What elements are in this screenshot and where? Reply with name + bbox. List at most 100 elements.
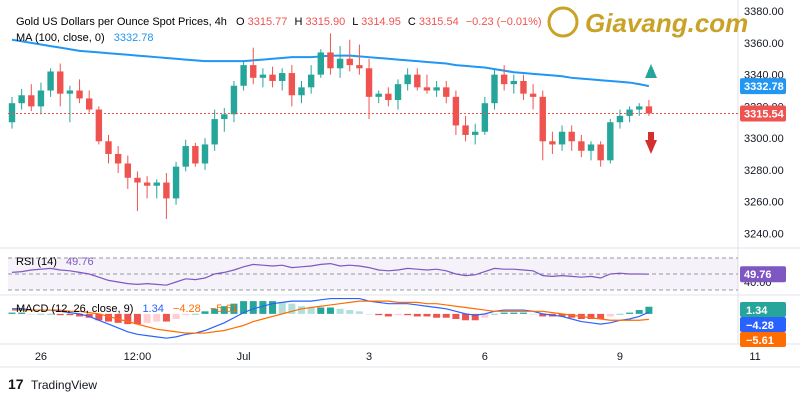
candle-body xyxy=(510,80,517,85)
macd-hist-bar xyxy=(8,312,16,314)
rsi-title: RSI (14) xyxy=(16,256,57,268)
candle-body xyxy=(336,58,344,69)
time-tick-label: Jul xyxy=(237,351,251,363)
grid xyxy=(0,0,800,368)
price-axis[interactable]: 3380.003360.003340.003320.003300.003280.… xyxy=(744,6,784,240)
candle-body xyxy=(192,146,199,164)
arrow-up-shaft-icon xyxy=(648,70,654,78)
candle-body xyxy=(404,74,411,85)
candle xyxy=(520,74,527,101)
rsi-series xyxy=(11,262,649,286)
macd-hist-bar xyxy=(307,307,315,314)
candle-body xyxy=(134,177,141,183)
time-tick-label: 3 xyxy=(366,351,372,363)
candle-body xyxy=(37,90,45,107)
macd-hist-bar xyxy=(182,313,190,316)
macd-hist-bar xyxy=(394,313,402,316)
candle-body xyxy=(259,74,267,78)
candle-body xyxy=(182,146,189,167)
macd-hist-bar xyxy=(491,313,498,315)
candle-body xyxy=(76,90,83,99)
macd-badge xyxy=(740,302,786,317)
candle-body xyxy=(307,74,315,88)
candle xyxy=(433,80,440,97)
macd-hist-bar xyxy=(635,310,643,314)
candle-body xyxy=(578,141,585,151)
candle xyxy=(182,139,189,172)
candle-body xyxy=(539,96,546,142)
time-axis[interactable]: 26 12:00 Jul 3 6 9 11 xyxy=(35,351,761,363)
candle xyxy=(163,173,170,220)
candle xyxy=(28,84,35,112)
ma-legend[interactable]: MA (100, close, 0) 3332.78 xyxy=(16,32,153,44)
footer-brand: TradingView xyxy=(31,378,97,392)
candle-body xyxy=(587,144,595,151)
candle-body xyxy=(500,74,508,85)
macd-hist-bar xyxy=(539,313,547,317)
ma-label: MA (100, close, 0) xyxy=(16,32,105,44)
candle xyxy=(443,80,450,104)
tradingview-logo-icon: 17 xyxy=(8,376,24,392)
candle-body xyxy=(520,80,527,94)
macd-hist-bar xyxy=(606,313,614,317)
last-price-badge xyxy=(740,105,786,122)
candle-body xyxy=(607,122,614,161)
candle xyxy=(500,65,508,91)
macd-hist-bar xyxy=(645,306,653,314)
candle xyxy=(8,96,16,129)
footer[interactable]: 17 TradingView xyxy=(8,376,97,392)
candle-body xyxy=(105,141,112,154)
candle xyxy=(491,68,498,110)
candle-body xyxy=(172,166,180,199)
candle-body xyxy=(114,153,122,164)
macd-hist-bar xyxy=(269,301,277,314)
candle-body xyxy=(443,87,450,97)
macd-hist-bar xyxy=(95,313,103,321)
candle-body xyxy=(66,90,74,94)
arrow-down-icon xyxy=(645,140,657,154)
macd-hist-bar xyxy=(375,313,383,316)
candle-body xyxy=(18,95,25,104)
macd-badge xyxy=(740,317,786,332)
rsi-value-badge xyxy=(740,266,786,283)
candle xyxy=(317,49,324,78)
candle-body xyxy=(452,96,460,126)
candle-body xyxy=(365,68,373,97)
rsi-value: 49.76 xyxy=(66,256,94,268)
macd-hist-bar xyxy=(172,313,180,319)
macd-badge-text: −4.28 xyxy=(746,320,774,332)
candle xyxy=(578,134,585,158)
price-tick-label: 3300.00 xyxy=(744,133,784,145)
candle xyxy=(86,90,93,113)
macd-hist-bar xyxy=(404,313,412,316)
close-label: C xyxy=(408,16,416,28)
candle xyxy=(114,146,122,174)
candle-body xyxy=(327,52,334,69)
candle-body xyxy=(472,131,479,135)
candle xyxy=(558,125,566,151)
rsi-legend[interactable]: RSI (14) 49.76 xyxy=(16,256,94,268)
macd-badge-text: −5.61 xyxy=(746,335,774,347)
candle-body xyxy=(385,93,392,101)
macd-hist-bar xyxy=(85,313,93,318)
candle xyxy=(472,123,479,145)
candle xyxy=(423,74,431,94)
open-value: 3315.77 xyxy=(248,16,288,28)
price-tick-label: 3260.00 xyxy=(744,197,784,209)
macd-hist-bar xyxy=(56,313,64,316)
ohlc-legend[interactable]: Gold US Dollars per Ounce Spot Prices, 4… xyxy=(16,16,542,28)
change-value: −0.23 (−0.01%) xyxy=(466,16,542,28)
close-value: 3315.54 xyxy=(419,16,459,28)
macd-hist-bar xyxy=(558,313,566,317)
macd-hist-bar xyxy=(47,313,55,315)
macd-hist-bar xyxy=(37,313,45,315)
macd-hist-bar xyxy=(278,302,286,314)
candle xyxy=(66,85,74,123)
macd-hist-bar xyxy=(597,313,605,319)
price-tick-label: 3360.00 xyxy=(744,38,784,50)
candle xyxy=(365,58,373,120)
macd-hist-bar xyxy=(433,313,441,318)
macd-legend[interactable]: MACD (12, 26, close, 9) 1.34 −4.28 −5.61 xyxy=(16,303,238,315)
